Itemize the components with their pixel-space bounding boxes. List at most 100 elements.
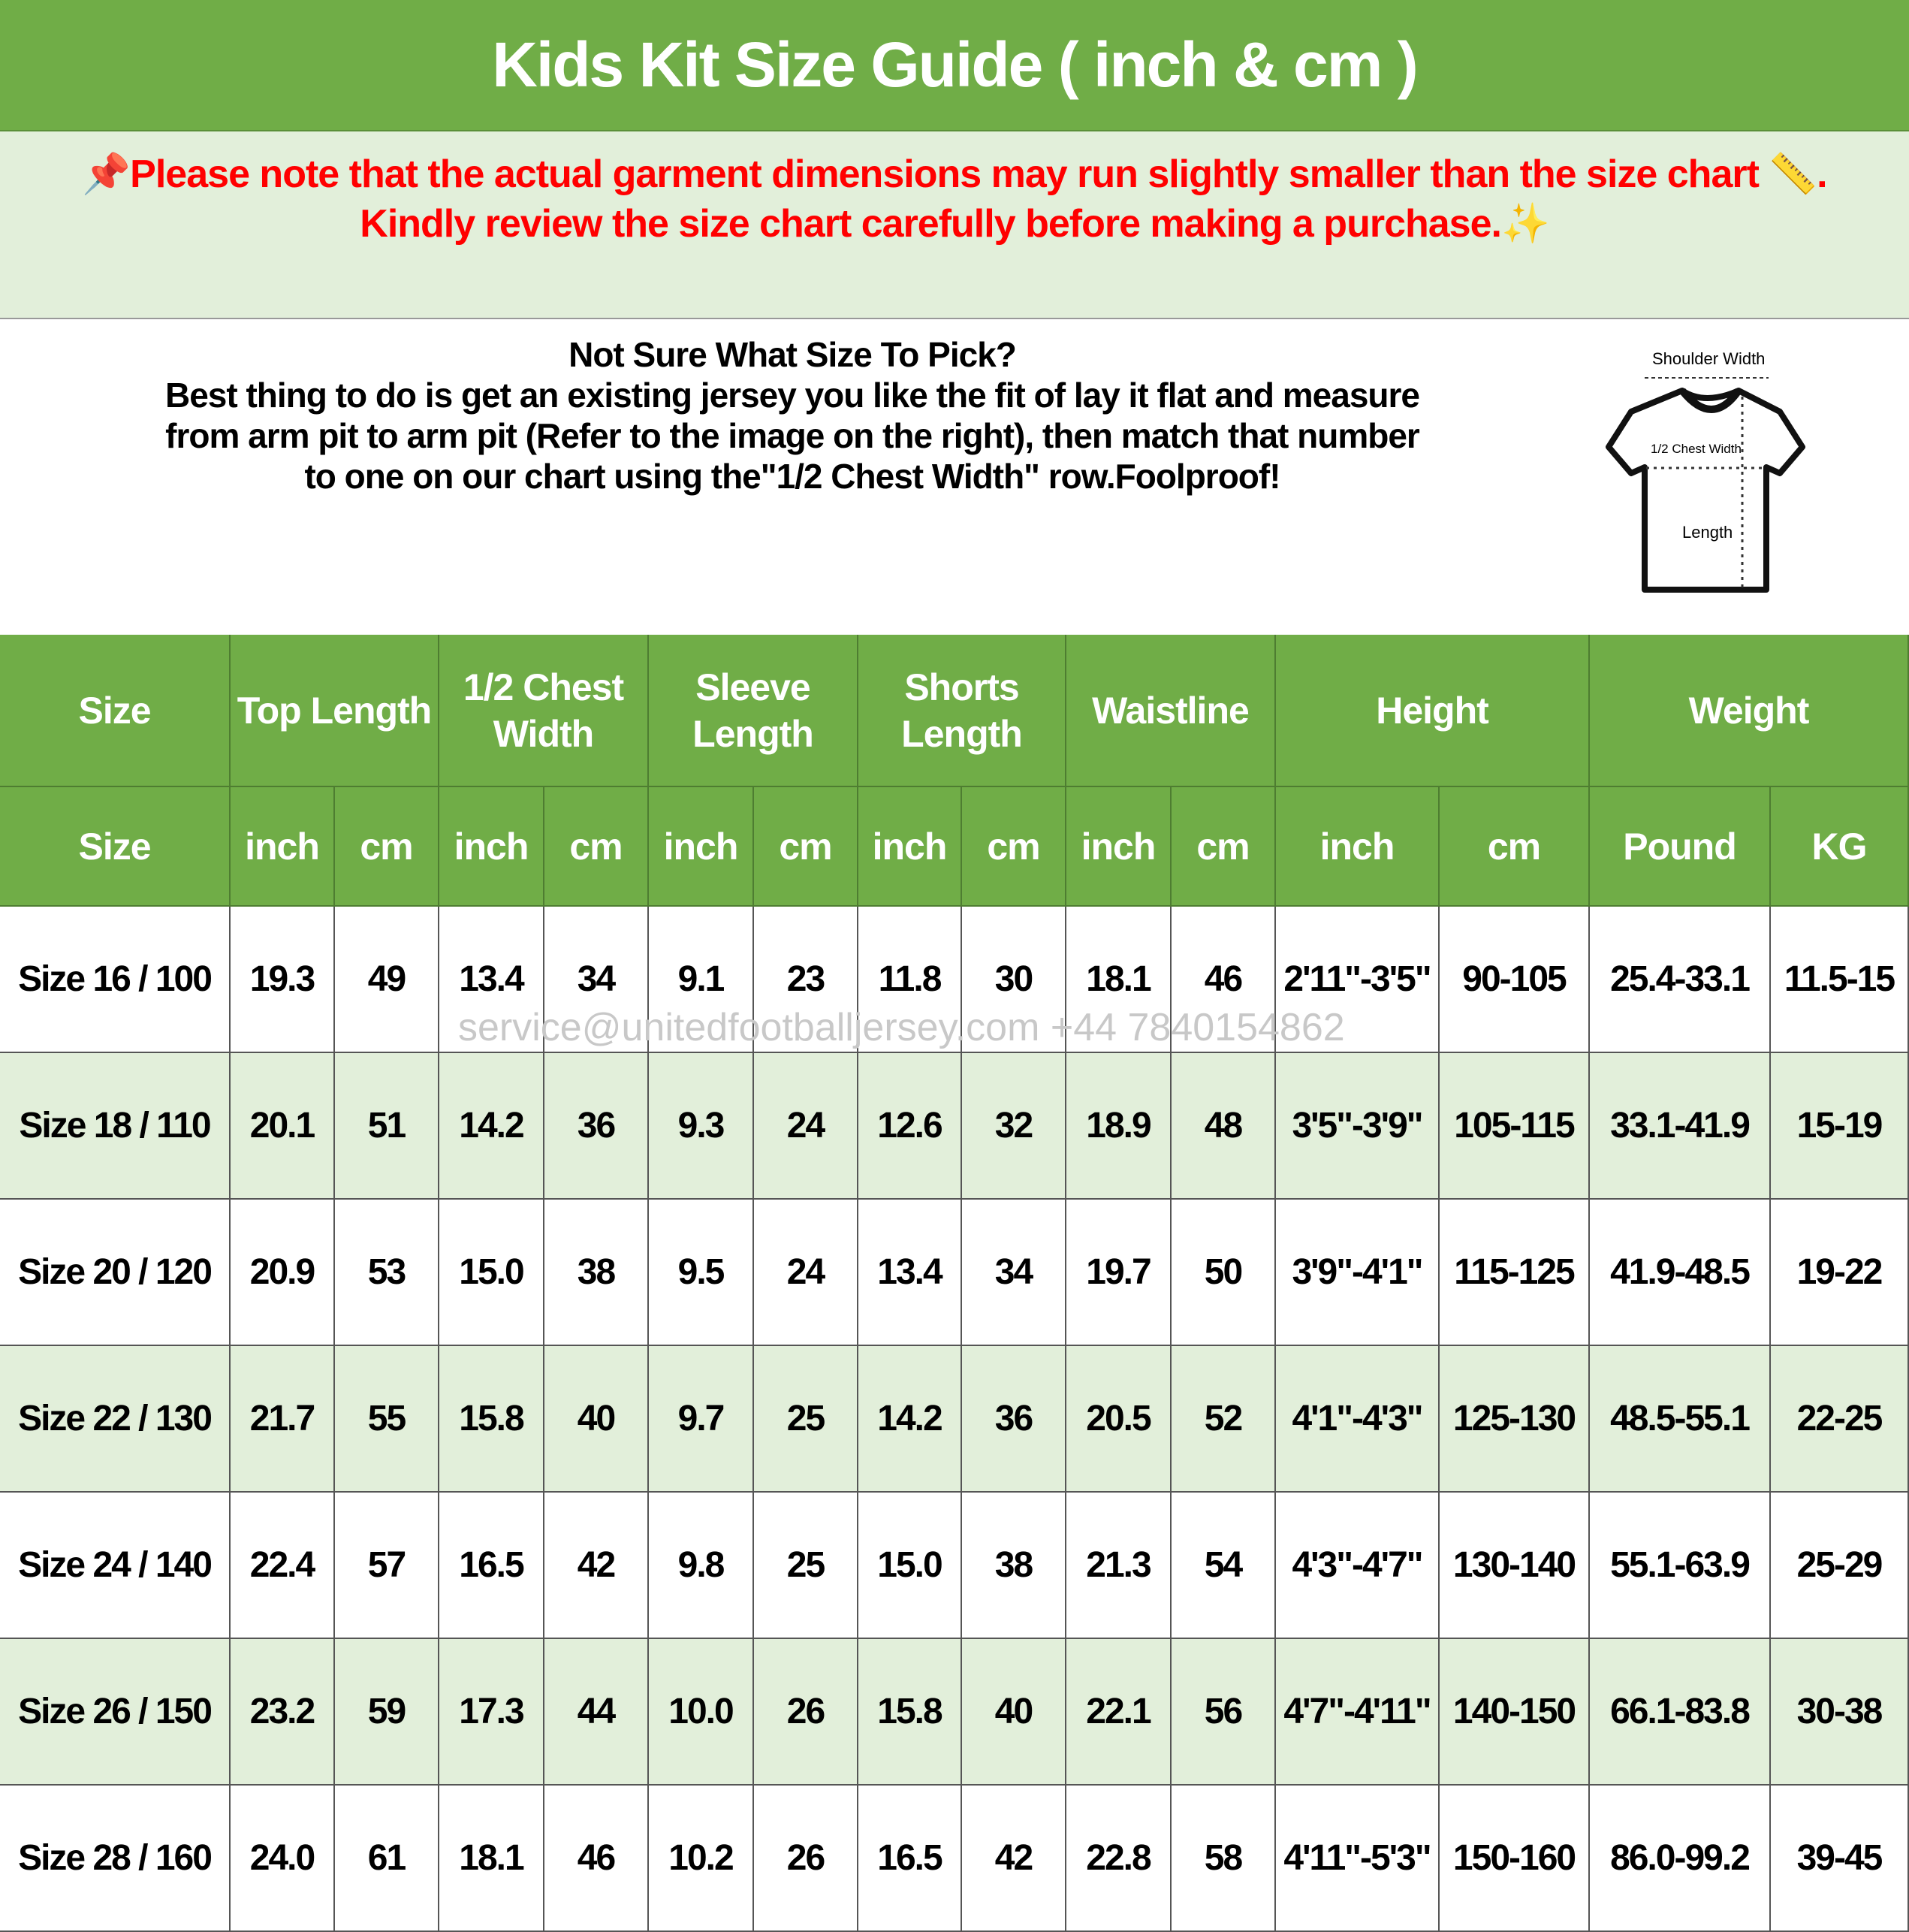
- table-cell-text: 52: [1204, 1398, 1243, 1438]
- advice-heading: Not Sure What Size To Pick?: [568, 335, 1017, 374]
- table-cell-text: 36: [577, 1105, 616, 1146]
- table-cell: 38: [962, 1493, 1066, 1639]
- table-cell-text: 34: [577, 958, 616, 999]
- table-cell-text: 9.1: [677, 958, 725, 999]
- table-cell-text: 56: [1204, 1691, 1243, 1731]
- table-cell: 9.7: [649, 1346, 754, 1493]
- table-cell-text: 20.9: [249, 1251, 315, 1292]
- size-label-cell-text: Size 28 / 160: [18, 1837, 213, 1878]
- table-cell: 44: [544, 1639, 649, 1786]
- column-header-text: cm: [569, 825, 623, 868]
- table-cell: 3'5"-3'9": [1276, 1053, 1440, 1200]
- size-label-cell-text: Size 18 / 110: [19, 1105, 211, 1146]
- table-cell-text: 21.7: [249, 1398, 315, 1438]
- table-cell-text: 22-25: [1796, 1398, 1883, 1438]
- table-cell-text: 10.0: [668, 1691, 734, 1731]
- table-cell-text: 13.4: [459, 958, 524, 999]
- table-cell-text: 9.5: [677, 1251, 725, 1292]
- table-cell-text: 53: [367, 1251, 406, 1292]
- table-cell-text: 130-140: [1452, 1544, 1576, 1585]
- column-header: inch: [1066, 787, 1172, 907]
- table-cell-text: 16.5: [459, 1544, 524, 1585]
- table-cell: 4'7"-4'11": [1276, 1639, 1440, 1786]
- table-cell-text: 22.1: [1086, 1691, 1151, 1731]
- size-label-cell: Size 22 / 130: [0, 1346, 231, 1493]
- table-cell: 2'11"-3'5": [1276, 907, 1440, 1053]
- length-label: Length: [1682, 523, 1733, 542]
- table-cell-text: 12.6: [877, 1105, 942, 1146]
- table-cell: 18.9: [1066, 1053, 1172, 1200]
- table-cell-text: 54: [1204, 1544, 1243, 1585]
- table-cell-text: 23.2: [249, 1691, 315, 1731]
- table-cell-text: 25.4-33.1: [1610, 958, 1751, 999]
- table-cell: 57: [335, 1493, 439, 1639]
- table-cell-text: 42: [994, 1837, 1033, 1878]
- group-header: Top Length: [231, 635, 439, 787]
- table-cell-text: 2'11"-3'5": [1283, 958, 1431, 999]
- table-cell: 52: [1172, 1346, 1276, 1493]
- group-header: Height: [1276, 635, 1590, 787]
- table-cell: 22.1: [1066, 1639, 1172, 1786]
- table-cell: 105-115: [1440, 1053, 1590, 1200]
- size-label-cell-text: Size 16 / 100: [18, 958, 213, 999]
- table-cell-text: 32: [994, 1105, 1033, 1146]
- column-header: inch: [1276, 787, 1440, 907]
- table-cell-text: 41.9-48.5: [1610, 1251, 1751, 1292]
- size-table: Size Top Length 1/2 Chest Width Sleeve Leng…: [0, 635, 1909, 1932]
- table-cell: 19.7: [1066, 1200, 1172, 1346]
- group-header-text: 1/2 Chest Width: [463, 666, 624, 755]
- column-header-text: inch: [454, 825, 529, 868]
- group-header-text: Shorts Length: [901, 666, 1023, 755]
- column-header-text: Size: [78, 825, 151, 868]
- table-cell-text: 125-130: [1452, 1398, 1576, 1438]
- table-cell-text: 4'7"-4'11": [1283, 1691, 1431, 1731]
- table-cell-text: 30: [994, 958, 1033, 999]
- size-label-cell-text: Size 22 / 130: [18, 1398, 213, 1438]
- table-cell-text: 20.5: [1086, 1398, 1151, 1438]
- table-cell: 50: [1172, 1200, 1276, 1346]
- notice-line-2: Kindly review the size chart carefully b…: [360, 202, 1502, 246]
- table-cell: 10.2: [649, 1786, 754, 1932]
- table-cell: 115-125: [1440, 1200, 1590, 1346]
- table-cell-text: 25: [786, 1544, 825, 1585]
- table-cell: 55.1-63.9: [1590, 1493, 1771, 1639]
- table-cell-text: 15.8: [877, 1691, 942, 1731]
- table-cell: 33.1-41.9: [1590, 1053, 1771, 1200]
- table-cell: 30: [962, 907, 1066, 1053]
- table-cell: 40: [962, 1639, 1066, 1786]
- table-cell: 49: [335, 907, 439, 1053]
- group-header-text: Size: [78, 689, 151, 732]
- table-cell: 20.9: [231, 1200, 335, 1346]
- column-header-text: cm: [779, 825, 832, 868]
- table-cell: 9.5: [649, 1200, 754, 1346]
- table-cell: 24: [754, 1053, 858, 1200]
- table-cell: 34: [962, 1200, 1066, 1346]
- table-cell-text: 48: [1204, 1105, 1243, 1146]
- table-cell-text: 44: [577, 1691, 616, 1731]
- group-header: Waistline: [1066, 635, 1276, 787]
- column-header: cm: [962, 787, 1066, 907]
- table-cell-text: 42: [577, 1544, 616, 1585]
- column-header-text: inch: [663, 825, 739, 868]
- table-cell: 22-25: [1771, 1346, 1909, 1493]
- table-cell-text: 38: [577, 1251, 616, 1292]
- table-cell-text: 34: [994, 1251, 1033, 1292]
- title-text: Kids Kit Size Guide ( inch & cm ): [492, 29, 1418, 100]
- table-cell-text: 4'1"-4'3": [1292, 1398, 1423, 1438]
- table-cell: 10.0: [649, 1639, 754, 1786]
- table-cell: 22.4: [231, 1493, 335, 1639]
- table-cell-text: 55.1-63.9: [1610, 1544, 1751, 1585]
- group-header-text: Weight: [1688, 689, 1810, 732]
- table-cell-text: 58: [1204, 1837, 1243, 1878]
- table-cell: 19-22: [1771, 1200, 1909, 1346]
- table-cell-text: 30-38: [1796, 1691, 1883, 1731]
- table-cell: 4'1"-4'3": [1276, 1346, 1440, 1493]
- size-label-cell: Size 28 / 160: [0, 1786, 231, 1932]
- table-cell-text: 26: [786, 1691, 825, 1731]
- shoulder-width-label: Shoulder Width: [1652, 349, 1766, 368]
- group-header: Shorts Length: [858, 635, 1066, 787]
- table-cell-text: 3'9"-4'1": [1292, 1251, 1423, 1292]
- table-cell-text: 105-115: [1454, 1105, 1576, 1146]
- table-cell: 125-130: [1440, 1346, 1590, 1493]
- watermark: service@unitedfootballjersey.com +44 784…: [458, 1006, 1345, 1049]
